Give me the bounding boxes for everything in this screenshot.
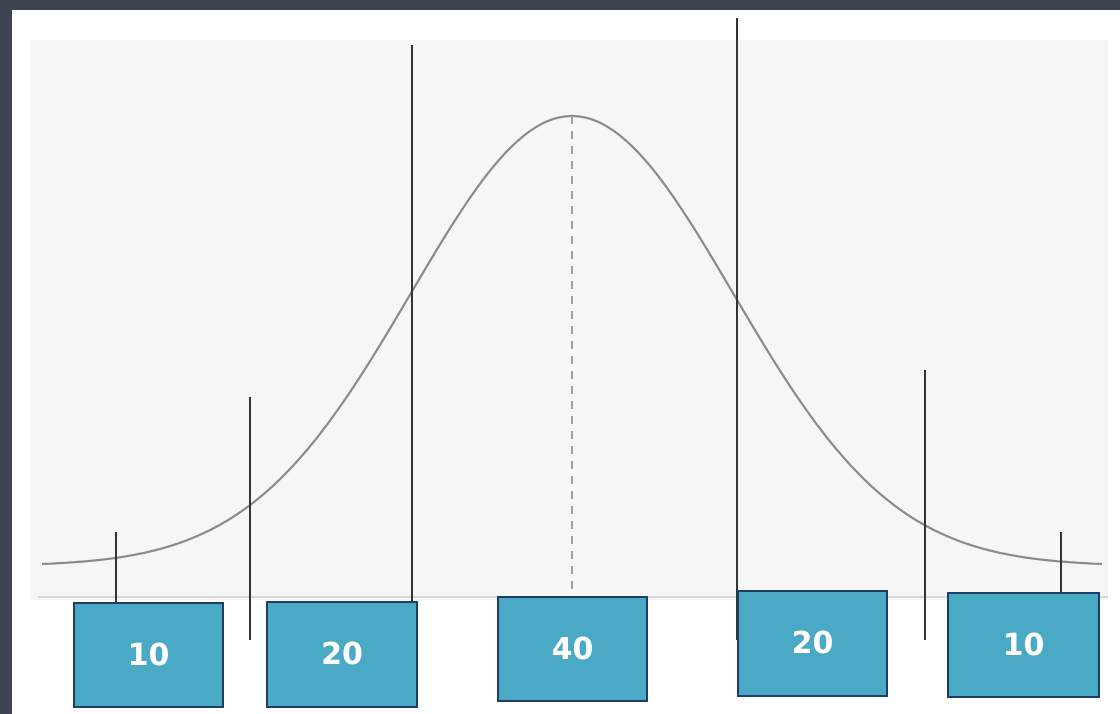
segment-label-3: 40 — [497, 596, 648, 702]
plot-background — [30, 40, 1108, 600]
segment-label-1: 10 — [73, 602, 224, 708]
segment-label-4: 20 — [737, 590, 888, 697]
segment-label-2: 20 — [266, 601, 418, 708]
segment-label-5: 10 — [947, 592, 1100, 698]
